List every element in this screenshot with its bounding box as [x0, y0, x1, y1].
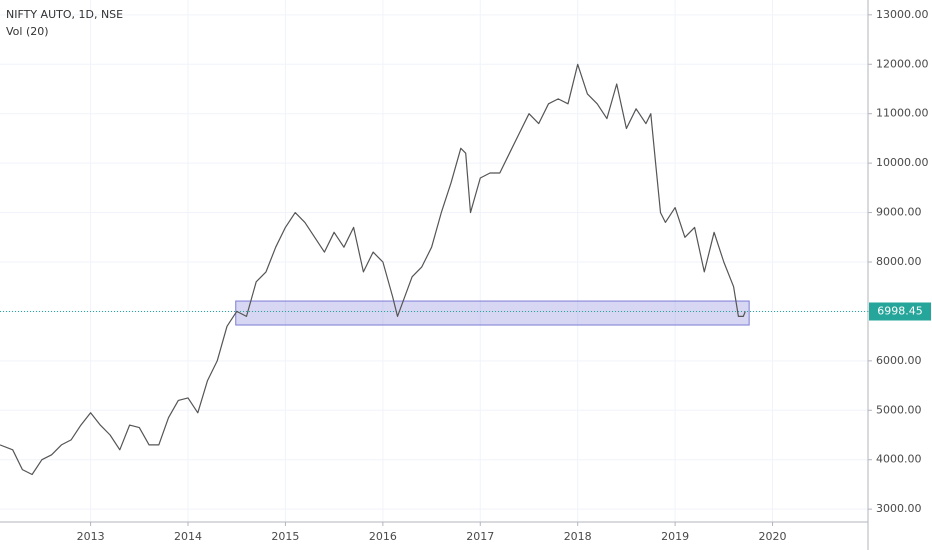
y-tick-label: 10000.00 [876, 156, 929, 169]
price-line [0, 63, 746, 476]
x-tick-label: 2019 [661, 530, 689, 543]
time-axis [0, 522, 868, 550]
x-tick-label: 2013 [77, 530, 105, 543]
chart-title: NIFTY AUTO, 1D, NSE [6, 8, 123, 21]
y-tick-label: 13000.00 [876, 8, 929, 21]
last-price-label: 6998.45 [877, 304, 923, 317]
indicator-label: Vol (20) [6, 25, 49, 38]
y-tick-label: 12000.00 [876, 57, 929, 70]
y-tick-label: 4000.00 [876, 453, 922, 466]
x-tick-label: 2016 [369, 530, 397, 543]
last-price-box [869, 302, 931, 321]
x-tick-label: 2018 [564, 530, 592, 543]
y-tick-label: 5000.00 [876, 403, 922, 416]
y-tick-label: 6000.00 [876, 354, 922, 367]
x-tick-label: 2014 [174, 530, 202, 543]
x-tick-label: 2015 [271, 530, 299, 543]
x-tick-label: 2020 [759, 530, 787, 543]
y-tick-label: 3000.00 [876, 502, 922, 515]
plot-area [0, 0, 871, 522]
support-zone [235, 300, 750, 326]
price-axis [868, 0, 932, 550]
y-tick-label: 8000.00 [876, 255, 922, 268]
y-tick-label: 11000.00 [876, 107, 929, 120]
x-tick-label: 2017 [466, 530, 494, 543]
y-tick-label: 9000.00 [876, 206, 922, 219]
